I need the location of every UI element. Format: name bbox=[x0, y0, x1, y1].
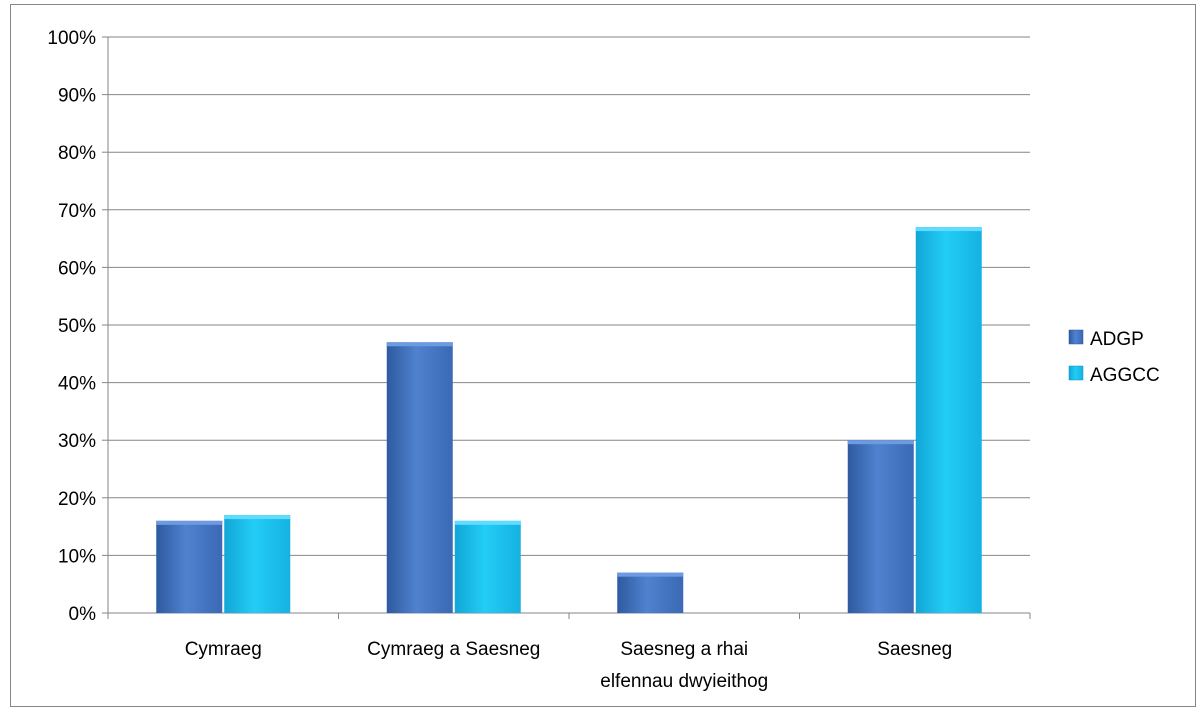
x-tick-label: Saesneg a rhai elfennau dwyieithog bbox=[600, 639, 768, 692]
bar-adgp-0 bbox=[156, 520, 223, 613]
bar-adgp-1 bbox=[386, 342, 453, 613]
y-tick-label: 30% bbox=[58, 431, 96, 452]
y-tick-label: 60% bbox=[58, 258, 96, 279]
bar-top-highlight bbox=[617, 572, 684, 577]
legend-label-adgp: ADGP bbox=[1090, 329, 1144, 350]
bar-top-highlight bbox=[454, 520, 521, 525]
y-tick-label: 0% bbox=[69, 604, 97, 625]
legend: ADGP AGGCC bbox=[1068, 329, 1160, 386]
x-tick-label: Cymraeg a Saesneg bbox=[367, 639, 540, 660]
y-tick-label: 90% bbox=[58, 86, 96, 107]
bar-top-highlight bbox=[386, 342, 453, 347]
legend-label-aggcc: AGGCC bbox=[1090, 365, 1160, 386]
y-tick-label: 40% bbox=[58, 374, 96, 395]
x-tick-label: Cymraeg bbox=[185, 639, 262, 660]
bar-aggcc-3 bbox=[915, 227, 982, 613]
y-tick-label: 80% bbox=[58, 143, 96, 164]
bar-top-highlight bbox=[156, 520, 223, 525]
y-tick-label: 10% bbox=[58, 546, 96, 567]
bar-top-highlight bbox=[224, 515, 291, 520]
y-tick-label: 100% bbox=[47, 28, 96, 49]
legend-swatch-aggcc bbox=[1068, 365, 1084, 381]
bar-top-highlight bbox=[847, 440, 914, 445]
bars bbox=[156, 227, 982, 613]
bar-adgp-2 bbox=[617, 572, 684, 613]
x-tick-label: Saesneg bbox=[877, 639, 952, 660]
bar-aggcc-0 bbox=[224, 515, 291, 613]
bar-top-highlight bbox=[915, 227, 982, 232]
bar-aggcc-1 bbox=[454, 520, 521, 613]
legend-swatch-adgp bbox=[1068, 329, 1084, 345]
x-axis-tick-labels: Cymraeg Cymraeg a Saesneg Saesneg a rhai el… bbox=[185, 639, 953, 692]
y-tick-label: 50% bbox=[58, 316, 96, 337]
bar-adgp-3 bbox=[847, 440, 914, 613]
y-axis-tick-labels: 0% 10% 20% 30% 40% 50% 60% 70% 80% 90% 100% bbox=[47, 28, 96, 625]
y-tick-label: 70% bbox=[58, 201, 96, 222]
y-tick-label: 20% bbox=[58, 489, 96, 510]
